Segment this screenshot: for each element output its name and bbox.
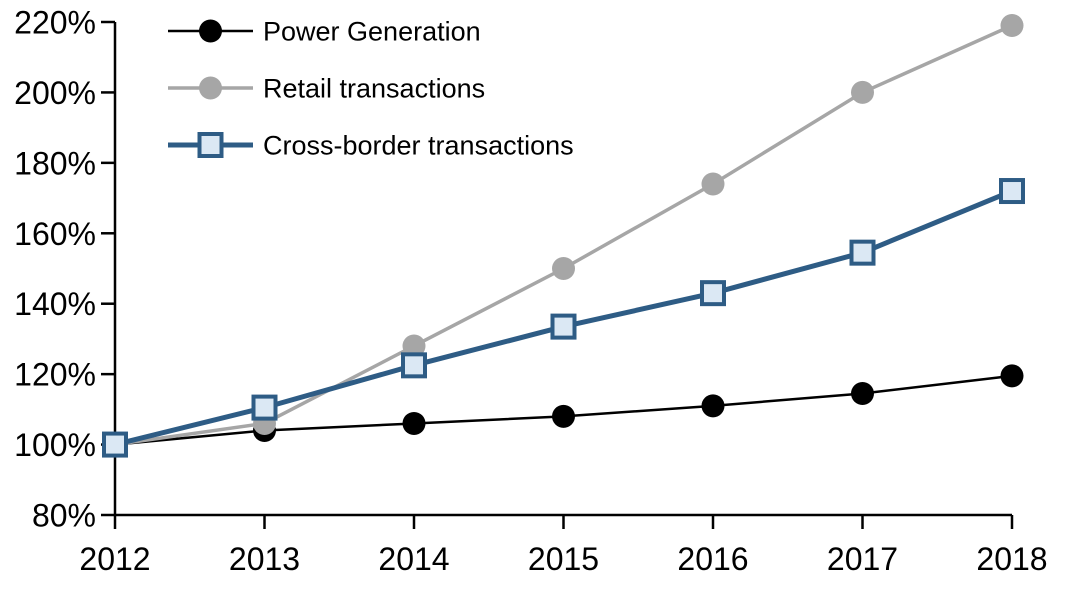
- data-point-cross-border-transactions: [251, 394, 278, 421]
- legend-label: Cross-border transactions: [263, 131, 574, 161]
- x-axis-tick-label: 2013: [229, 541, 300, 577]
- y-axis-tick-label: 100%: [14, 427, 96, 463]
- data-point-retail-transactions: [1000, 14, 1024, 38]
- y-axis-tick-label: 180%: [14, 145, 96, 181]
- data-point-retail-transactions: [851, 80, 874, 104]
- x-axis-tick-label: 2018: [976, 541, 1047, 577]
- x-axis-tick-label: 2014: [378, 541, 449, 577]
- y-axis-tick-label: 200%: [14, 75, 96, 111]
- data-point-power-generation: [851, 382, 874, 406]
- data-point-power-generation: [552, 404, 575, 428]
- y-axis-tick-label: 120%: [14, 357, 96, 393]
- legend-marker: [199, 76, 222, 100]
- x-axis-tick-label: 2012: [79, 541, 150, 577]
- data-point-retail-transactions: [402, 334, 426, 358]
- data-point-power-generation: [701, 394, 725, 418]
- y-axis-tick-label: 140%: [14, 286, 96, 322]
- x-axis-tick-label: 2016: [677, 541, 748, 577]
- data-point-retail-transactions: [701, 172, 725, 196]
- data-point-power-generation: [1000, 364, 1024, 388]
- legend-marker: [199, 19, 222, 43]
- data-point-cross-border-transactions: [700, 280, 726, 307]
- data-point-cross-border-transactions: [401, 352, 427, 379]
- data-point-cross-border-transactions: [849, 239, 876, 266]
- data-point-power-generation: [402, 411, 426, 435]
- y-axis-tick-label: 220%: [14, 5, 96, 41]
- legend-label: Power Generation: [263, 17, 481, 47]
- data-point-cross-border-transactions: [550, 313, 577, 340]
- legend-label: Retail transactions: [263, 74, 485, 104]
- legend-marker: [197, 132, 224, 158]
- y-axis-tick-label: 80%: [32, 498, 96, 534]
- x-axis-tick-label: 2017: [827, 541, 898, 577]
- data-point-retail-transactions: [552, 257, 575, 280]
- x-axis-tick-label: 2015: [528, 541, 599, 577]
- data-point-cross-border-transactions: [102, 431, 128, 458]
- y-axis-tick-label: 160%: [14, 216, 96, 252]
- data-point-cross-border-transactions: [999, 178, 1025, 205]
